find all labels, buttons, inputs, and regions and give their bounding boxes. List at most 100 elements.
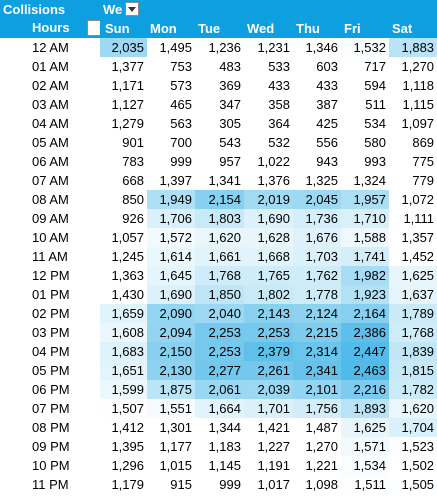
value-cell[interactable]: 1,430 [111, 287, 144, 302]
value-cell[interactable]: 1,778 [293, 285, 341, 304]
value-cell[interactable]: 1,118 [402, 78, 435, 93]
value-cell[interactable]: 603 [316, 59, 338, 74]
value-cell[interactable]: 700 [170, 135, 192, 150]
value-cell[interactable]: 2,277 [195, 361, 244, 380]
value-cell[interactable]: 1,221 [305, 458, 338, 473]
value-cell[interactable]: 926 [122, 211, 144, 226]
value-cell[interactable]: 369 [219, 78, 241, 93]
value-cell[interactable]: 2,039 [244, 380, 293, 399]
value-cell[interactable]: 1,768 [389, 323, 437, 342]
value-cell[interactable]: 511 [365, 97, 386, 112]
value-cell[interactable]: 1,363 [111, 268, 144, 283]
value-cell[interactable]: 1,301 [159, 420, 192, 435]
value-cell[interactable]: 717 [364, 59, 386, 74]
value-cell[interactable]: 1,487 [305, 420, 338, 435]
value-cell[interactable]: 1,614 [147, 247, 195, 266]
value-cell[interactable]: 2,045 [293, 190, 341, 209]
value-cell[interactable]: 347 [219, 97, 241, 112]
value-cell[interactable]: 1,395 [111, 439, 144, 454]
value-cell[interactable]: 1,625 [341, 418, 389, 437]
value-cell[interactable]: 1,376 [257, 173, 290, 188]
value-cell[interactable]: 1,072 [401, 192, 435, 207]
value-cell[interactable]: 1,523 [389, 437, 437, 456]
value-cell[interactable]: 580 [364, 135, 386, 150]
value-cell[interactable]: 1,177 [159, 439, 192, 454]
value-cell[interactable]: 901 [122, 135, 144, 150]
value-cell[interactable]: 1,608 [100, 323, 147, 342]
value-cell[interactable]: 1,236 [208, 40, 241, 55]
value-cell[interactable]: 1,296 [111, 458, 144, 473]
value-cell[interactable]: 2,061 [195, 380, 244, 399]
value-cell[interactable]: 2,379 [244, 342, 293, 361]
value-cell[interactable]: 364 [268, 116, 290, 131]
value-cell[interactable]: 1,324 [353, 173, 386, 188]
value-cell[interactable]: 433 [316, 78, 338, 93]
value-cell[interactable]: 1,782 [389, 380, 437, 399]
value-cell[interactable]: 2,130 [147, 361, 195, 380]
value-cell[interactable]: 1,534 [341, 456, 389, 475]
value-cell[interactable]: 1,599 [100, 380, 147, 399]
value-cell[interactable]: 915 [170, 477, 192, 492]
value-cell[interactable]: 1,659 [100, 304, 147, 323]
value-cell[interactable]: 433 [268, 78, 290, 93]
value-cell[interactable]: 2,090 [147, 304, 195, 323]
value-cell[interactable]: 2,150 [147, 342, 195, 361]
value-cell[interactable]: 1,661 [195, 247, 244, 266]
value-cell[interactable]: 2,253 [195, 342, 244, 361]
value-cell[interactable]: 1,949 [147, 190, 195, 209]
value-cell[interactable]: 1,762 [293, 266, 341, 285]
value-cell[interactable]: 563 [170, 116, 192, 131]
value-cell[interactable]: 1,588 [341, 228, 389, 247]
value-cell[interactable]: 1,572 [147, 228, 195, 247]
value-cell[interactable]: 1,127 [111, 97, 144, 112]
value-cell[interactable]: 1,115 [402, 97, 435, 112]
value-cell[interactable]: 1,736 [293, 209, 341, 228]
value-cell[interactable]: 532 [268, 135, 290, 150]
value-cell[interactable]: 753 [170, 59, 192, 74]
row-field-dropdown-icon[interactable] [86, 19, 100, 36]
value-cell[interactable]: 1,183 [208, 439, 241, 454]
value-cell[interactable]: 1,507 [100, 399, 147, 418]
value-cell[interactable]: 869 [412, 135, 435, 150]
value-cell[interactable]: 1,532 [341, 38, 389, 57]
value-cell[interactable]: 1,057 [111, 230, 144, 245]
value-cell[interactable]: 2,040 [195, 304, 244, 323]
value-cell[interactable]: 2,094 [147, 323, 195, 342]
value-cell[interactable]: 2,019 [244, 190, 293, 209]
value-cell[interactable]: 1,397 [159, 173, 192, 188]
value-cell[interactable]: 1,357 [401, 230, 435, 245]
value-cell[interactable]: 2,447 [341, 342, 389, 361]
value-cell[interactable]: 999 [170, 154, 192, 169]
value-cell[interactable]: 1,505 [389, 475, 437, 494]
value-cell[interactable]: 1,191 [257, 458, 290, 473]
value-cell[interactable]: 1,703 [293, 247, 341, 266]
value-cell[interactable]: 1,495 [159, 40, 192, 55]
value-cell[interactable]: 556 [316, 135, 338, 150]
value-cell[interactable]: 1,628 [244, 228, 293, 247]
value-cell[interactable]: 1,325 [305, 173, 338, 188]
value-cell[interactable]: 1,245 [111, 249, 144, 264]
value-cell[interactable]: 1,551 [147, 399, 195, 418]
value-cell[interactable]: 1,111 [403, 211, 435, 226]
value-cell[interactable]: 1,270 [305, 439, 338, 454]
value-cell[interactable]: 1,344 [208, 420, 241, 435]
value-cell[interactable]: 1,803 [195, 209, 244, 228]
value-cell[interactable]: 534 [364, 116, 386, 131]
value-cell[interactable]: 483 [219, 59, 241, 74]
value-cell[interactable]: 543 [219, 135, 241, 150]
value-cell[interactable]: 1,701 [244, 399, 293, 418]
value-cell[interactable]: 1,741 [341, 247, 389, 266]
value-cell[interactable]: 465 [170, 97, 192, 112]
value-cell[interactable]: 1,511 [341, 475, 389, 494]
value-cell[interactable]: 1,815 [389, 361, 437, 380]
value-cell[interactable]: 1,421 [257, 420, 290, 435]
value-cell[interactable]: 2,261 [244, 361, 293, 380]
value-cell[interactable]: 779 [412, 173, 435, 188]
value-cell[interactable]: 573 [170, 78, 192, 93]
value-cell[interactable]: 1,279 [111, 116, 144, 131]
value-cell[interactable]: 594 [364, 78, 386, 93]
value-cell[interactable]: 2,124 [293, 304, 341, 323]
value-cell[interactable]: 1,875 [147, 380, 195, 399]
value-cell[interactable]: 1,171 [111, 78, 144, 93]
value-cell[interactable]: 1,412 [111, 420, 144, 435]
